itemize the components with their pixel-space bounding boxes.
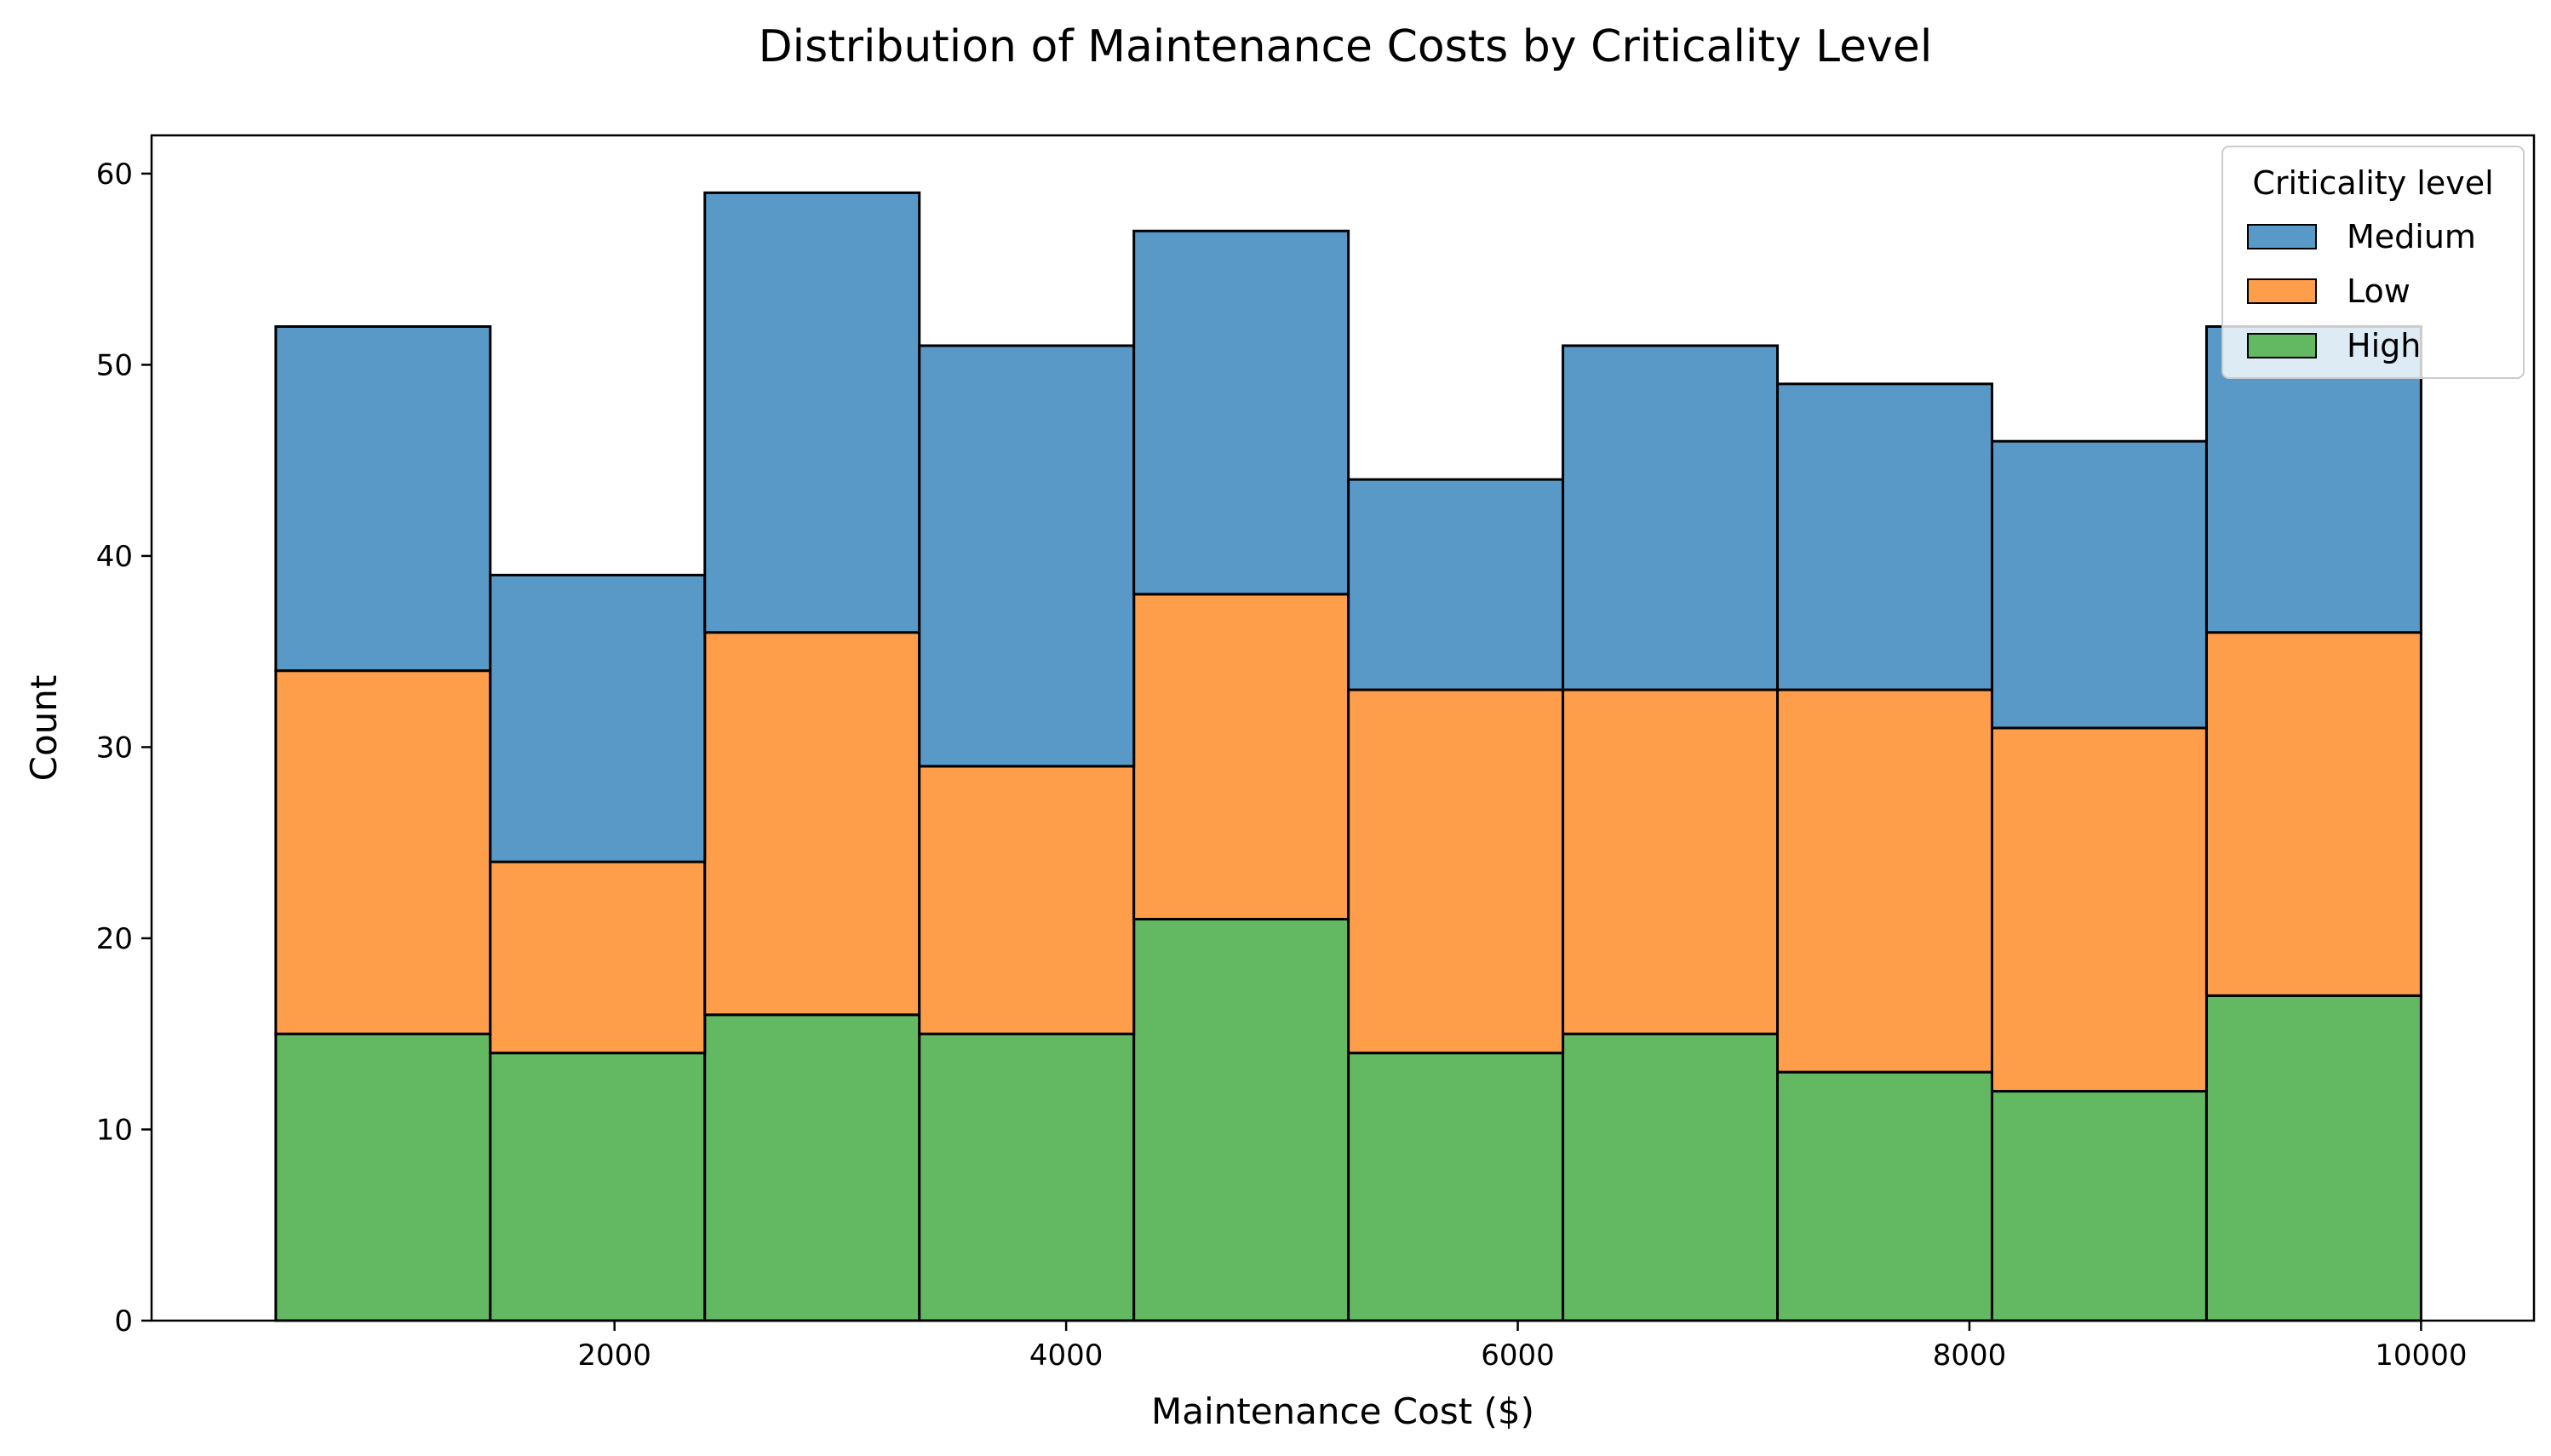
bar-low-bin-7	[1562, 688, 1780, 1035]
legend: Criticality level Medium Low High	[2221, 146, 2525, 379]
bar-medium-bin-2	[489, 573, 707, 863]
bar-medium-bin-4	[918, 344, 1136, 768]
bar-high-bin-5	[1132, 918, 1350, 1322]
legend-swatch-high	[2247, 333, 2317, 358]
y-axis-ticks: 0 10 20 30 40 50 60	[96, 158, 152, 1338]
x-tick-label: 4000	[1029, 1338, 1104, 1373]
bar-medium-bin-7	[1562, 344, 1780, 691]
legend-label-medium: Medium	[2347, 218, 2476, 255]
legend-label-low: Low	[2347, 272, 2411, 310]
bar-high-bin-7	[1562, 1032, 1780, 1322]
legend-title: Criticality level	[2252, 164, 2493, 202]
bar-medium-bin-3	[703, 191, 921, 634]
bar-low-bin-8	[1776, 688, 1993, 1074]
bar-high-bin-2	[489, 1052, 707, 1322]
bar-medium-bin-5	[1132, 229, 1350, 596]
bar-low-bin-2	[489, 860, 707, 1055]
bar-medium-bin-1	[274, 325, 492, 673]
legend-swatch-medium	[2247, 224, 2317, 249]
legend-label-high: High	[2347, 327, 2421, 364]
x-axis-ticks: 2000 4000 6000 8000 10000	[577, 1321, 2467, 1373]
bar-low-bin-9	[1990, 726, 2208, 1093]
bar-medium-bin-6	[1347, 478, 1565, 691]
bar-medium-bin-9	[1990, 439, 2208, 730]
legend-entries: Medium Low High	[2247, 218, 2476, 364]
y-tick-label: 10	[96, 1113, 133, 1147]
x-tick-label: 6000	[1481, 1338, 1555, 1373]
x-tick-label: 8000	[1933, 1338, 2007, 1373]
bar-low-bin-5	[1132, 593, 1350, 921]
y-tick-label: 30	[96, 731, 133, 765]
y-tick-label: 50	[96, 348, 133, 382]
bar-high-bin-1	[274, 1032, 492, 1322]
bar-high-bin-10	[2204, 994, 2422, 1322]
bar-high-bin-4	[918, 1032, 1136, 1322]
bar-low-bin-3	[703, 631, 921, 1017]
bar-low-bin-10	[2204, 631, 2422, 997]
bar-low-bin-6	[1347, 688, 1565, 1055]
bar-high-bin-3	[703, 1013, 921, 1322]
legend-swatch-low	[2247, 278, 2317, 304]
bars-layer	[274, 191, 2422, 1322]
y-tick-label: 0	[114, 1304, 133, 1338]
y-tick-label: 40	[96, 540, 133, 574]
bar-high-bin-8	[1776, 1070, 1993, 1322]
x-axis-label: Maintenance Cost ($)	[1151, 1390, 1534, 1432]
legend-frame	[2221, 146, 2525, 379]
bar-medium-bin-8	[1776, 382, 1993, 691]
chart-title: Distribution of Maintenance Costs by Cri…	[759, 21, 1933, 72]
bar-low-bin-4	[918, 765, 1136, 1035]
bar-high-bin-9	[1990, 1090, 2208, 1322]
y-tick-label: 60	[96, 158, 133, 192]
x-tick-label: 10000	[2375, 1338, 2467, 1373]
plot-area-frame	[150, 134, 2536, 1322]
bar-high-bin-6	[1347, 1052, 1565, 1322]
bar-low-bin-1	[274, 669, 492, 1035]
y-axis-label: Count	[23, 675, 65, 782]
x-tick-label: 2000	[577, 1338, 651, 1373]
y-tick-label: 20	[96, 922, 133, 956]
